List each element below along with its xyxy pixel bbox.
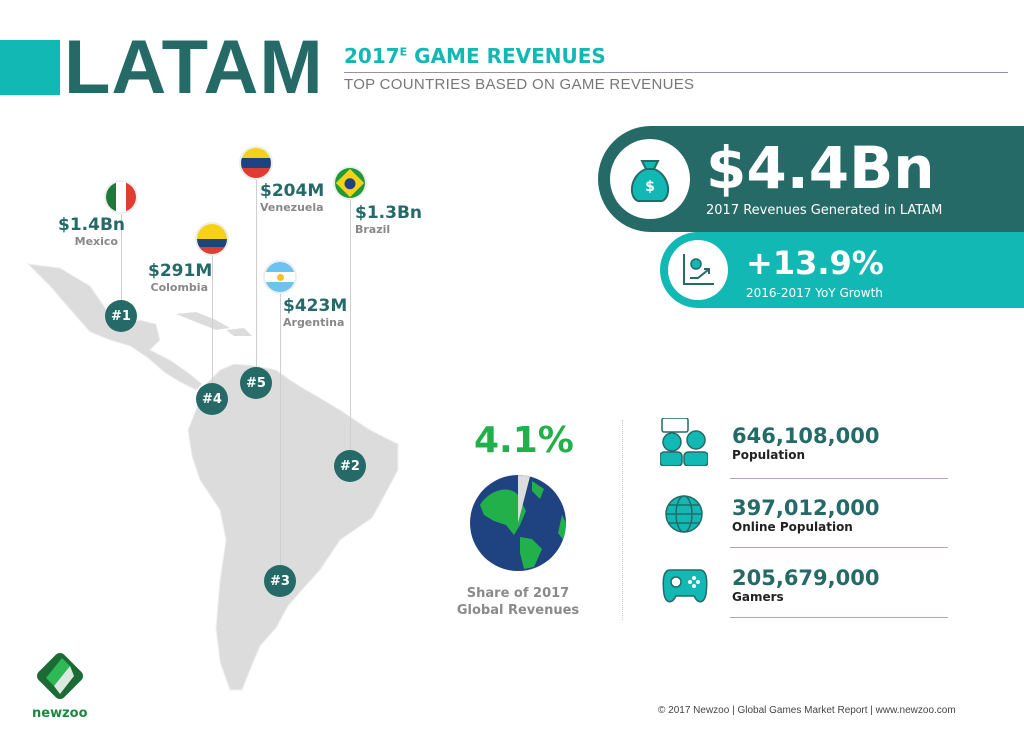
people-icon [659, 417, 709, 467]
stat-gamers: 205,679,000 Gamers [732, 566, 880, 604]
country-label-mexico: $1.4Bn Mexico [58, 215, 126, 248]
footer-credit: © 2017 Newzoo | Global Games Market Repo… [658, 705, 956, 716]
argentina-flag-icon [263, 260, 297, 294]
page-title: LATAM [64, 25, 324, 110]
stat-population: 646,108,000 Population [732, 424, 880, 462]
country-label-brazil: $1.3Bn Brazil [355, 203, 423, 236]
revenue-value: $4.4Bn [706, 134, 935, 202]
stat-divider [730, 617, 948, 618]
globe-share-icon [470, 475, 566, 571]
revenue-caption: 2017 Revenues Generated in LATAM [706, 203, 943, 218]
dotted-divider [622, 420, 623, 620]
newzoo-logo-icon [32, 648, 88, 704]
rank-marker-mexico: #1 [105, 300, 137, 332]
global-share-value: 4.1% [474, 420, 574, 461]
section-subtitle: TOP COUNTRIES BASED ON GAME REVENUES [344, 76, 695, 93]
growth-icon-circle [668, 240, 728, 300]
venezuela-flag-icon [239, 146, 273, 180]
rank-marker-venezuela: #5 [240, 367, 272, 399]
rank-marker-argentina: #3 [264, 565, 296, 597]
money-bag-icon: $ [630, 160, 670, 202]
country-label-venezuela: $204M Venezuela [260, 181, 325, 214]
stat-divider [730, 478, 948, 479]
country-label-argentina: $423M Argentina [283, 296, 348, 329]
header-divider [344, 72, 1008, 73]
gamepad-icon [662, 564, 710, 612]
growth-chart-icon [683, 254, 714, 285]
mexico-flag-icon [104, 180, 138, 214]
country-label-colombia: $291M Colombia [148, 261, 213, 294]
growth-caption: 2016-2017 YoY Growth [746, 286, 883, 300]
stat-online-population: 397,012,000 Online Population [732, 496, 880, 534]
growth-value: +13.9% [746, 244, 884, 282]
section-title: 2017E GAME REVENUES [344, 44, 606, 68]
pin-line-colombia [212, 256, 213, 386]
globe-icon [662, 492, 710, 540]
revenue-banner: $ [598, 126, 1024, 232]
colombia-flag-icon [195, 222, 229, 256]
pin-line-mexico [121, 212, 122, 304]
pin-line-argentina [280, 294, 281, 566]
brazil-flag-icon [333, 166, 367, 200]
pin-line-venezuela [256, 180, 257, 368]
header-accent-block [0, 40, 60, 95]
growth-banner [660, 232, 1024, 308]
rank-marker-colombia: #4 [196, 383, 228, 415]
brand-name: newzoo [32, 706, 88, 721]
pin-line-brazil [350, 200, 351, 452]
revenue-icon-circle: $ [610, 139, 690, 219]
stat-divider [730, 547, 948, 548]
rank-marker-brazil: #2 [334, 450, 366, 482]
global-share-caption: Share of 2017 Global Revenues [456, 586, 580, 618]
svg-text:$: $ [645, 179, 655, 195]
